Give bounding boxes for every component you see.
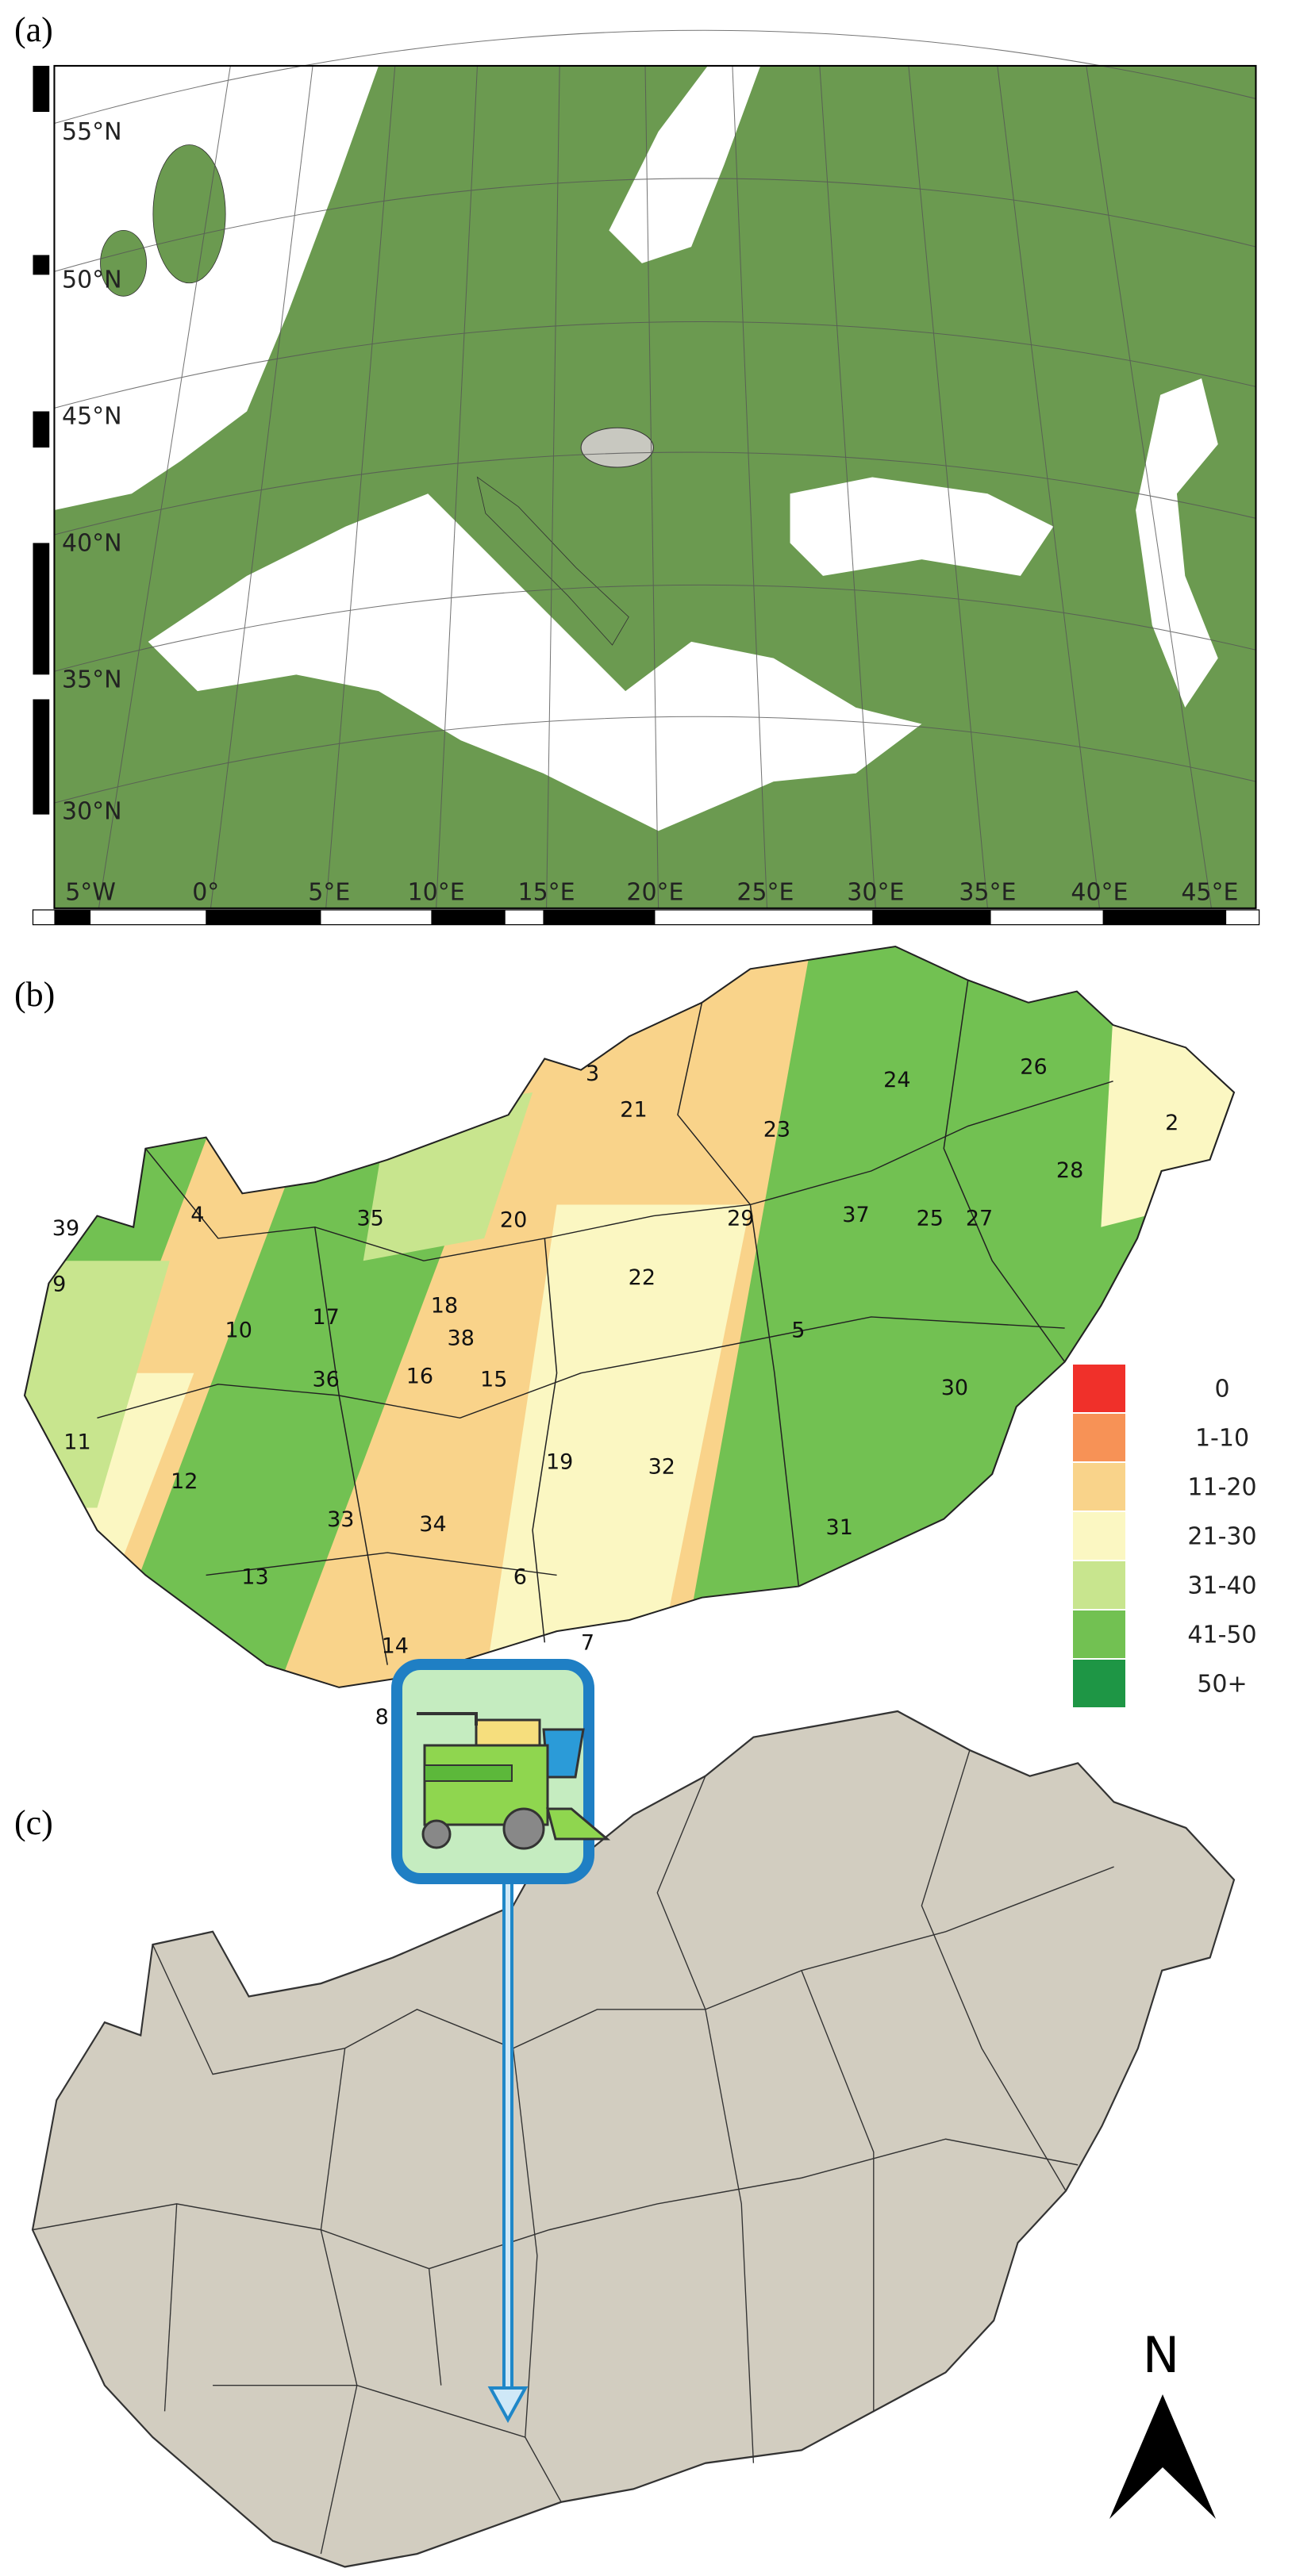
hungary-yield-map: [23, 945, 1236, 1688]
region-number: 7: [581, 1630, 594, 1655]
lat-label: 35°N: [62, 666, 122, 694]
legend-swatch: [1073, 1365, 1125, 1412]
lon-label: 5°W: [65, 878, 116, 906]
lon-label: 15°E: [517, 878, 575, 906]
harvester-icon: [391, 1659, 611, 2424]
legend-swatch: [1073, 1414, 1125, 1461]
legend-swatch: [1073, 1561, 1125, 1609]
legend-swatch: [1073, 1463, 1125, 1511]
region-number: 26: [1020, 1055, 1047, 1080]
region-number: 4: [190, 1203, 204, 1227]
region-number: 23: [763, 1117, 790, 1142]
legend-swatch: [1073, 1660, 1125, 1707]
legend-label: 11-20: [1187, 1474, 1256, 1502]
region-number: 38: [448, 1326, 475, 1351]
region-number: 25: [917, 1206, 944, 1230]
region-number: 12: [171, 1469, 198, 1494]
panel-label: (a): [14, 10, 53, 49]
region-number: 15: [480, 1368, 507, 1392]
region-number: 9: [52, 1272, 66, 1296]
region-number: 3: [586, 1061, 599, 1086]
north-arrow: [1109, 2394, 1216, 2519]
region-number: 22: [629, 1265, 656, 1290]
lon-label: 35°E: [959, 878, 1016, 906]
region-number: 16: [406, 1364, 433, 1388]
region-number: 30: [941, 1376, 968, 1400]
region-number: 11: [63, 1430, 90, 1454]
lon-label: 40°E: [1071, 878, 1128, 906]
region-number: 37: [842, 1203, 869, 1227]
legend: 0 1-10 11-20 21-30 31-40 41-50 50+: [1073, 1365, 1257, 1707]
region-number: 28: [1056, 1158, 1083, 1183]
region-number: 21: [620, 1097, 647, 1122]
legend-swatch: [1073, 1512, 1125, 1560]
region-number: 17: [312, 1305, 339, 1330]
lat-label: 30°N: [62, 797, 122, 825]
region-number: 13: [241, 1564, 268, 1589]
north-label: N: [1143, 2326, 1179, 2384]
longitude-labels: 5°W 0° 5°E 10°E 15°E 20°E 25°E 30°E 35°E 40°E 45°E: [65, 878, 1238, 906]
region-number: 18: [431, 1293, 458, 1318]
lon-label: 25°E: [736, 878, 794, 906]
lat-label: 55°N: [62, 118, 122, 146]
legend-label: 31-40: [1187, 1572, 1256, 1600]
region-number: 2: [1165, 1111, 1179, 1135]
region-number: 6: [513, 1564, 527, 1589]
region-number: 27: [966, 1206, 993, 1230]
lon-label: 20°E: [626, 878, 683, 906]
legend-label: 1-10: [1195, 1425, 1249, 1453]
lon-label: 10°E: [408, 878, 465, 906]
region-number: 10: [225, 1318, 252, 1342]
legend-swatch: [1073, 1610, 1125, 1658]
panel-label: (b): [14, 975, 55, 1014]
lon-label: 5°E: [308, 878, 350, 906]
region-number: 5: [791, 1318, 805, 1342]
legend-label: 41-50: [1187, 1622, 1256, 1649]
panel-label: (c): [14, 1803, 53, 1842]
lon-label: 45°E: [1181, 878, 1238, 906]
region-number: 24: [883, 1068, 910, 1092]
lat-label: 45°N: [62, 403, 122, 431]
hungary-county-map: [31, 1710, 1236, 2568]
region-number: 19: [546, 1449, 573, 1474]
region-number: 8: [375, 1705, 389, 1729]
region-number: 39: [52, 1216, 79, 1241]
legend-label: 0: [1214, 1376, 1229, 1403]
region-number: 29: [727, 1206, 754, 1230]
region-number: 35: [356, 1206, 383, 1230]
region-number: 33: [327, 1507, 354, 1532]
region-number: 34: [419, 1512, 446, 1537]
lon-label: 30°E: [847, 878, 904, 906]
region-number: 14: [382, 1634, 409, 1659]
region-number: 32: [648, 1455, 675, 1480]
europe-map: [32, 29, 1260, 926]
region-number: 31: [826, 1515, 853, 1540]
legend-label: 50+: [1197, 1671, 1247, 1699]
latitude-labels: 55°N 50°N 45°N 40°N 35°N 30°N: [62, 118, 122, 826]
region-number: 20: [500, 1207, 527, 1232]
legend-label: 21-30: [1187, 1523, 1256, 1551]
region-number: 36: [312, 1368, 339, 1392]
region-numbers: 3 21 24 26 2 23 28 39 4 35 20 29 25 27 37 22 9 18 10 38 17 5 1…: [52, 1055, 1179, 1729]
lat-label: 40°N: [62, 529, 122, 557]
lon-label: 0°: [192, 878, 219, 906]
lat-label: 50°N: [62, 267, 122, 294]
